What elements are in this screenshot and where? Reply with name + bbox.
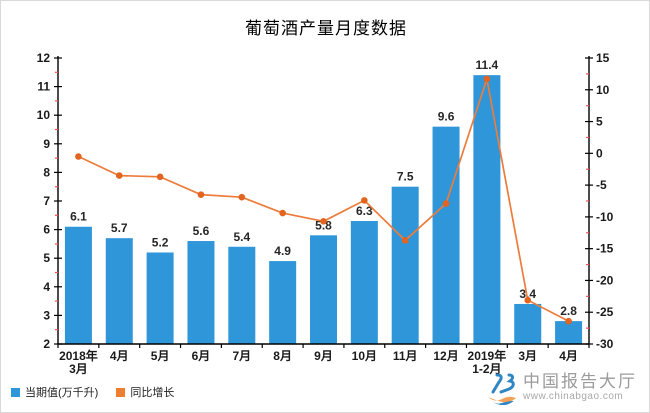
- bar-series-swatch-icon: [11, 387, 20, 397]
- bar-data-label: 5.8: [315, 218, 332, 232]
- growth-line-marker-9: [442, 200, 450, 207]
- growth-line-marker-10: [483, 75, 491, 83]
- growth-line-marker-4: [238, 193, 246, 201]
- left-axis-tick-label: 10: [37, 108, 51, 122]
- chinabgao-logo-icon: [488, 373, 516, 405]
- bar-data-label: 5.6: [193, 224, 210, 238]
- bar-data-label: 7.5: [397, 170, 414, 184]
- x-axis-category-label: 9月: [314, 349, 333, 363]
- bar-data-label: 4.9: [274, 244, 291, 258]
- bar-data-label: 5.7: [111, 221, 128, 235]
- growth-line-marker-5: [279, 209, 286, 217]
- bar-4: [228, 246, 256, 344]
- bar-data-label: 5.4: [233, 230, 250, 244]
- watermark-site-name: 中国报告大厅: [523, 372, 637, 391]
- right-axis-tick-label: 0: [596, 146, 603, 160]
- left-axis-tick-label: 2: [43, 337, 50, 351]
- bar-data-label: 6.1: [70, 210, 87, 224]
- bar-5: [269, 261, 297, 344]
- left-axis-tick-label: 5: [43, 251, 50, 265]
- growth-line-marker-2: [156, 173, 164, 181]
- bar-12: [555, 321, 583, 344]
- x-axis-category-label: 6月: [192, 349, 211, 363]
- chart-title: 葡萄酒产量月度数据: [245, 19, 407, 38]
- x-axis-category-label: 10月: [352, 349, 377, 363]
- right-axis-tick-label: 10: [596, 83, 610, 97]
- growth-line-marker-7: [361, 197, 368, 204]
- right-axis-tick-label: -20: [596, 273, 614, 287]
- x-axis-category-label: 4月: [110, 349, 129, 363]
- x-axis-category-label: 4月: [559, 349, 578, 363]
- legend-label-line-series: 同比增长: [130, 387, 175, 399]
- right-axis-tick-label: -30: [596, 337, 614, 351]
- bar-7: [350, 221, 378, 344]
- bar-3: [187, 241, 215, 344]
- bar-0: [64, 226, 92, 344]
- line-series-swatch-icon: [116, 387, 126, 397]
- left-axis-tick-label: 9: [43, 137, 50, 151]
- right-axis-tick-label: 15: [596, 51, 610, 65]
- bar-10: [473, 75, 501, 344]
- left-axis-tick-label: 6: [43, 223, 50, 237]
- bar-data-label: 3.4: [519, 287, 536, 301]
- right-axis-tick-label: -25: [596, 305, 614, 319]
- growth-line-marker-0: [75, 153, 82, 160]
- legend-label-bar-series: 当期值(万千升): [25, 387, 99, 399]
- x-axis-category-label: 2018年 3月: [59, 348, 98, 376]
- bar-data-label: 11.4: [476, 58, 499, 72]
- right-axis-tick-label: -5: [596, 178, 607, 192]
- x-axis-category-label: 5月: [151, 349, 170, 363]
- right-axis-tick-label: -15: [596, 242, 614, 256]
- bar-data-label: 5.2: [152, 235, 169, 249]
- x-axis-category-label: 12月: [433, 349, 458, 363]
- growth-line-marker-1: [115, 172, 123, 179]
- watermark-site-url: www.chinabgao.com: [523, 391, 624, 402]
- growth-line-marker-8: [401, 237, 409, 244]
- bar-11: [514, 303, 542, 344]
- chart-legend: 当期值(万千升) 同比增长: [11, 384, 174, 400]
- growth-line-marker-11: [524, 296, 532, 304]
- legend-item-line-series: 同比增长: [116, 384, 174, 400]
- x-axis-category-label: 11月: [393, 349, 418, 363]
- bar-1: [105, 238, 133, 344]
- bar-9: [432, 126, 460, 344]
- left-axis-tick-label: 3: [43, 308, 50, 322]
- chinabgao-watermark: 中国报告大厅 www.chinabgao.com: [487, 373, 637, 405]
- bar-8: [391, 186, 419, 344]
- bar-2: [146, 252, 174, 344]
- right-axis-tick-label: 5: [596, 115, 603, 129]
- left-axis-tick-label: 4: [43, 280, 50, 294]
- bar-data-label: 9.6: [438, 110, 455, 124]
- bar-data-label: 6.3: [356, 204, 373, 218]
- growth-line-marker-6: [320, 218, 327, 225]
- left-axis-tick-label: 7: [43, 194, 50, 208]
- left-axis-tick-label: 12: [37, 51, 51, 65]
- growth-line-marker-3: [197, 191, 205, 198]
- x-axis-category-label: 3月: [518, 349, 537, 363]
- growth-line-marker-12: [565, 317, 572, 325]
- left-axis-tick-label: 11: [37, 80, 50, 94]
- x-axis-category-label: 2019年 1-2月: [468, 348, 507, 376]
- right-axis-tick-label: -10: [596, 210, 614, 224]
- bar-6: [310, 235, 337, 344]
- bar-data-label: 2.8: [560, 304, 577, 318]
- left-axis-tick-label: 8: [43, 165, 50, 179]
- x-axis-category-label: 7月: [232, 349, 251, 363]
- x-axis-category-label: 8月: [273, 349, 292, 363]
- legend-item-bar-series: 当期值(万千升): [11, 384, 98, 400]
